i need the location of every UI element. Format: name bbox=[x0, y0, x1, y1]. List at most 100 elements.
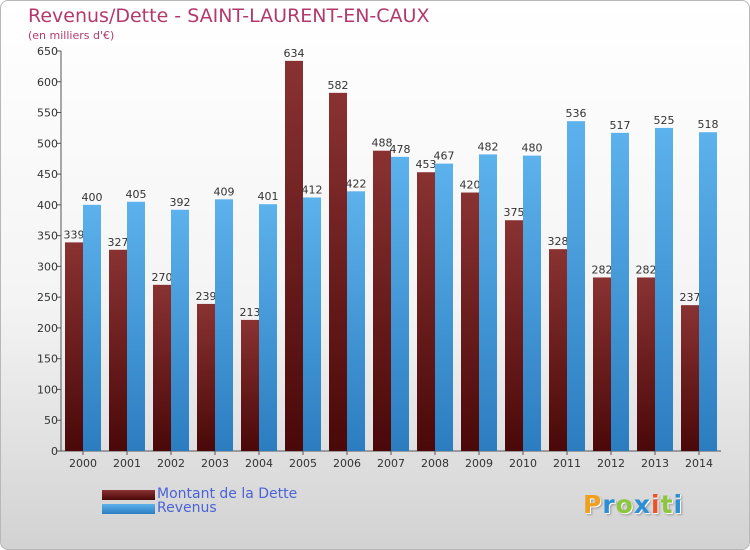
bar-revenus bbox=[391, 156, 409, 451]
bar-dette bbox=[461, 192, 479, 452]
data-label-dette: 488 bbox=[372, 137, 393, 150]
x-tick-label: 2004 bbox=[245, 457, 273, 470]
bar-dette bbox=[153, 284, 171, 451]
x-tick-label: 2009 bbox=[465, 457, 493, 470]
bar-revenus bbox=[83, 204, 101, 451]
legend-label-dette: Montant de la Dette bbox=[157, 486, 298, 502]
proxiti-logo: Proxiti bbox=[583, 490, 683, 519]
x-tick-label: 2003 bbox=[201, 457, 229, 470]
legend-swatch-revenus bbox=[102, 504, 155, 514]
data-label-dette: 420 bbox=[460, 179, 481, 192]
data-label-revenus: 422 bbox=[346, 177, 367, 190]
legend-label-revenus: Revenus bbox=[157, 500, 217, 516]
bar-dette bbox=[549, 249, 567, 451]
data-label-revenus: 409 bbox=[214, 185, 235, 198]
data-label-revenus: 400 bbox=[82, 191, 103, 204]
x-tick-label: 2011 bbox=[553, 457, 581, 470]
logo-letter: P bbox=[583, 490, 603, 519]
logo-letter: x bbox=[633, 490, 651, 519]
y-tick-label: 350 bbox=[37, 230, 58, 243]
bar-revenus bbox=[479, 154, 497, 451]
bar-revenus bbox=[171, 209, 189, 451]
bar-revenus bbox=[567, 121, 585, 452]
y-tick-label: 250 bbox=[37, 291, 58, 304]
data-label-dette: 327 bbox=[108, 236, 129, 249]
y-tick-label: 0 bbox=[51, 445, 58, 458]
logo-letter: r bbox=[602, 490, 616, 519]
y-tick-label: 50 bbox=[44, 414, 58, 427]
data-label-dette: 582 bbox=[328, 79, 349, 92]
data-label-dette: 282 bbox=[592, 263, 613, 276]
data-label-dette: 328 bbox=[548, 235, 569, 248]
y-tick-label: 500 bbox=[37, 137, 58, 150]
data-label-revenus: 536 bbox=[566, 107, 587, 120]
bar-revenus bbox=[215, 199, 233, 451]
bar-dette bbox=[241, 319, 259, 451]
data-label-dette: 375 bbox=[504, 206, 525, 219]
y-tick-label: 200 bbox=[37, 322, 58, 335]
bar-dette bbox=[417, 172, 435, 451]
data-label-dette: 453 bbox=[416, 158, 437, 171]
data-label-dette: 239 bbox=[196, 290, 217, 303]
y-tick-label: 650 bbox=[37, 45, 58, 58]
bar-dette bbox=[65, 242, 83, 451]
data-label-revenus: 525 bbox=[654, 114, 675, 127]
bar-revenus bbox=[347, 191, 365, 452]
data-label-revenus: 518 bbox=[698, 118, 719, 131]
data-label-revenus: 401 bbox=[258, 190, 279, 203]
y-tick-label: 400 bbox=[37, 199, 58, 212]
data-label-revenus: 405 bbox=[126, 188, 147, 201]
bar-revenus bbox=[523, 155, 541, 451]
bar-revenus bbox=[611, 132, 629, 451]
y-tick-label: 100 bbox=[37, 383, 58, 396]
data-label-dette: 282 bbox=[636, 263, 657, 276]
bar-dette bbox=[637, 277, 655, 451]
data-label-dette: 213 bbox=[240, 306, 261, 319]
y-tick-label: 600 bbox=[37, 76, 58, 89]
x-tick-label: 2008 bbox=[421, 457, 449, 470]
legend-swatch-dette bbox=[102, 490, 155, 500]
bar-revenus bbox=[699, 132, 717, 451]
y-tick-label: 450 bbox=[37, 168, 58, 181]
bar-dette bbox=[373, 150, 391, 451]
bar-dette bbox=[197, 303, 215, 451]
logo-letter: t bbox=[660, 490, 674, 519]
bar-revenus bbox=[259, 204, 277, 451]
data-label-dette: 270 bbox=[152, 271, 173, 284]
x-tick-label: 2005 bbox=[289, 457, 317, 470]
data-label-revenus: 482 bbox=[478, 140, 499, 153]
bar-revenus bbox=[303, 197, 321, 451]
data-label-revenus: 412 bbox=[302, 183, 323, 196]
x-tick-label: 2002 bbox=[157, 457, 185, 470]
x-tick-label: 2010 bbox=[509, 457, 537, 470]
data-label-revenus: 480 bbox=[522, 142, 543, 155]
y-tick-label: 550 bbox=[37, 107, 58, 120]
x-tick-label: 2013 bbox=[641, 457, 669, 470]
x-tick-label: 2006 bbox=[333, 457, 361, 470]
data-label-revenus: 478 bbox=[390, 143, 411, 156]
y-tick-label: 150 bbox=[37, 353, 58, 366]
bar-dette bbox=[285, 60, 303, 451]
chart-subtitle: (en milliers d'€) bbox=[28, 29, 115, 42]
x-tick-label: 2001 bbox=[113, 457, 141, 470]
x-tick-label: 2012 bbox=[597, 457, 625, 470]
bar-dette bbox=[109, 249, 127, 451]
logo-letter: o bbox=[615, 490, 634, 519]
data-label-revenus: 467 bbox=[434, 150, 455, 163]
data-label-dette: 237 bbox=[680, 291, 701, 304]
bar-dette bbox=[329, 92, 347, 451]
x-tick-label: 2007 bbox=[377, 457, 405, 470]
x-tick-label: 2000 bbox=[69, 457, 97, 470]
data-label-dette: 634 bbox=[284, 47, 305, 60]
data-label-revenus: 392 bbox=[170, 196, 191, 209]
logo-letter: i bbox=[673, 490, 684, 519]
y-tick-label: 300 bbox=[37, 260, 58, 273]
bar-dette bbox=[593, 277, 611, 451]
logo-letter: i bbox=[651, 490, 661, 519]
data-label-dette: 339 bbox=[64, 228, 85, 241]
x-tick-label: 2014 bbox=[685, 457, 713, 470]
bar-revenus bbox=[655, 127, 673, 451]
bar-revenus bbox=[435, 163, 453, 451]
